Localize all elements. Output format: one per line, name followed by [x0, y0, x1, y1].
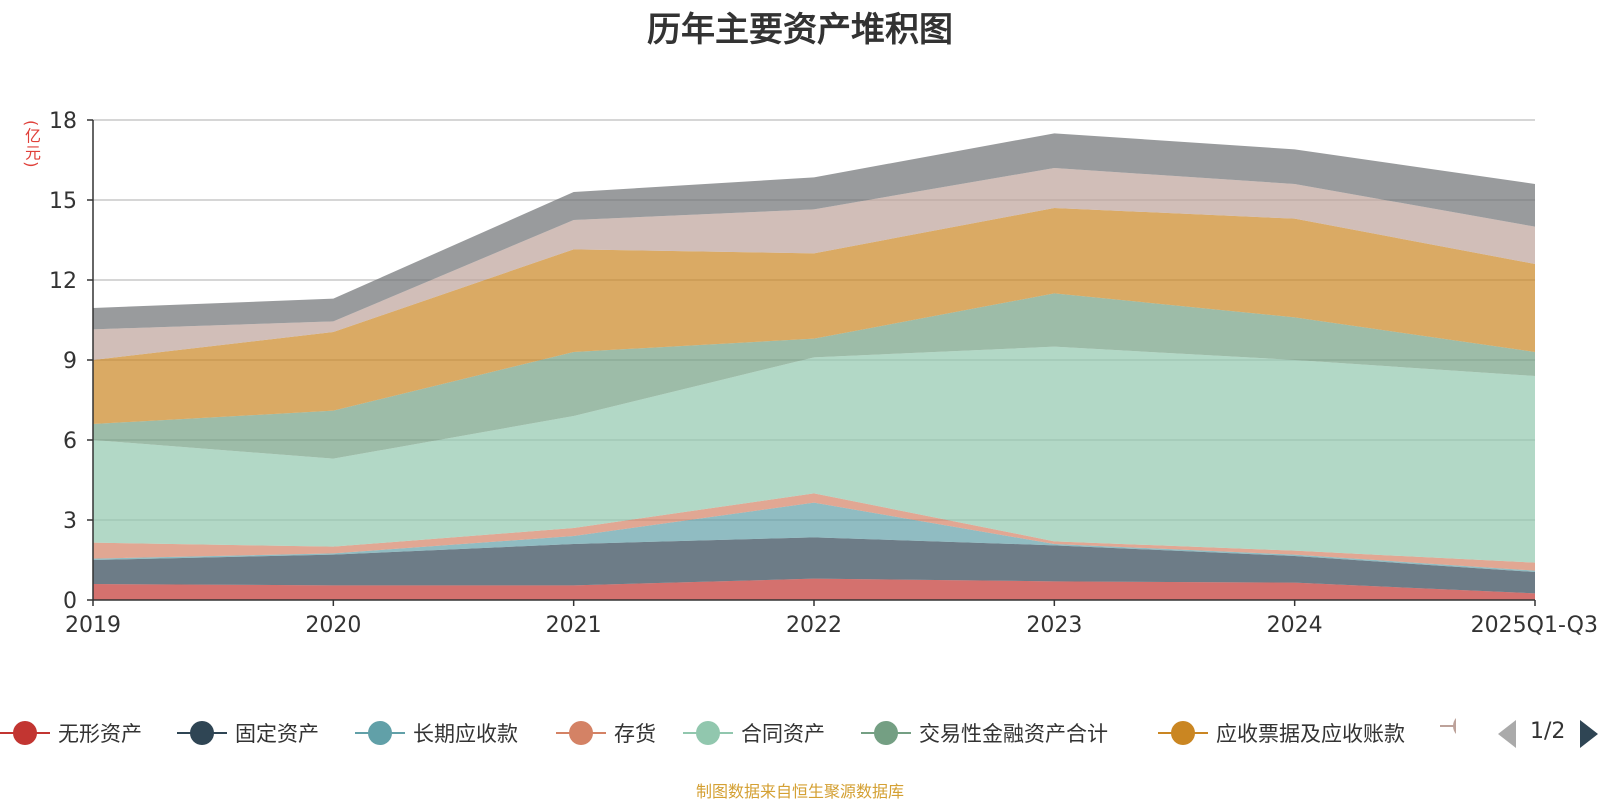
legend-item-partial[interactable]	[1440, 713, 1456, 753]
legend-item-6[interactable]: 应收票据及应收账款	[1158, 713, 1405, 753]
area-series-1	[93, 537, 1535, 594]
y-tick-label: 0	[63, 589, 77, 614]
legend-circle-icon	[683, 720, 733, 746]
area-series-6	[93, 208, 1535, 424]
legend-prev-page-icon[interactable]	[1498, 720, 1516, 748]
area-series-0	[93, 578, 1535, 600]
legend-label: 应收票据及应收账款	[1216, 722, 1405, 746]
x-tick-label: 2025Q1-Q3	[1471, 613, 1598, 638]
legend-page-indicator: 1/2	[1530, 719, 1566, 744]
legend-item-2[interactable]: 长期应收款	[355, 713, 518, 753]
legend-circle-icon	[1158, 720, 1208, 746]
area-series-8	[93, 133, 1535, 330]
legend-circle-icon	[177, 720, 227, 746]
y-tick-label: 18	[49, 109, 77, 134]
legend-item-4[interactable]: 合同资产	[683, 713, 825, 753]
chart-title: 历年主要资产堆积图	[647, 10, 953, 50]
y-tick-label: 9	[63, 349, 77, 374]
legend-item-1[interactable]: 固定资产	[177, 713, 319, 753]
legend-item-5[interactable]: 交易性金融资产合计	[861, 713, 1108, 753]
area-series-4	[93, 346, 1535, 563]
legend: 无形资产 固定资产 长期应收款 存货 合同资产 交易性金融资产合计 应收票据	[0, 713, 1600, 753]
x-tick-label: 2024	[1267, 613, 1323, 638]
y-tick-label: 6	[63, 429, 77, 454]
legend-next-page-icon[interactable]	[1580, 720, 1598, 748]
y-axis-unit-label: (亿元)	[22, 120, 41, 169]
x-tick-label: 2019	[65, 613, 121, 638]
legend-item-3[interactable]: 存货	[556, 713, 656, 753]
legend-circle-icon	[556, 720, 606, 746]
area-series-5	[93, 293, 1535, 459]
stacked-area-chart: 0 3 6 9 12 15 18 2019 2020 2021 2022 2023 2024 2025Q1…	[49, 109, 1598, 638]
y-tick-label: 12	[49, 269, 77, 294]
area-series	[93, 133, 1535, 600]
x-tick-label: 2022	[786, 613, 842, 638]
x-tick-label: 2020	[305, 613, 361, 638]
axes: 0 3 6 9 12 15 18 2019 2020 2021 2022 2023 2024 2025Q1…	[49, 109, 1598, 638]
legend-label: 交易性金融资产合计	[919, 722, 1108, 746]
legend-label: 长期应收款	[413, 722, 518, 746]
y-tick-label: 15	[49, 189, 77, 214]
legend-circle-icon	[355, 720, 405, 746]
x-tick-label: 2023	[1026, 613, 1082, 638]
legend-label: 合同资产	[741, 722, 825, 746]
area-series-2	[93, 502, 1535, 572]
legend-label: 无形资产	[58, 722, 142, 746]
legend-label: 存货	[614, 722, 656, 746]
area-series-7	[93, 168, 1535, 360]
legend-item-0[interactable]: 无形资产	[0, 713, 142, 753]
legend-circle-icon	[861, 720, 911, 746]
y-tick-label: 3	[63, 509, 77, 534]
legend-circle-icon	[1440, 713, 1456, 739]
data-source-note: 制图数据来自恒生聚源数据库	[695, 782, 904, 801]
x-tick-label: 2021	[546, 613, 602, 638]
legend-circle-icon	[0, 720, 50, 746]
legend-label: 固定资产	[235, 722, 319, 746]
